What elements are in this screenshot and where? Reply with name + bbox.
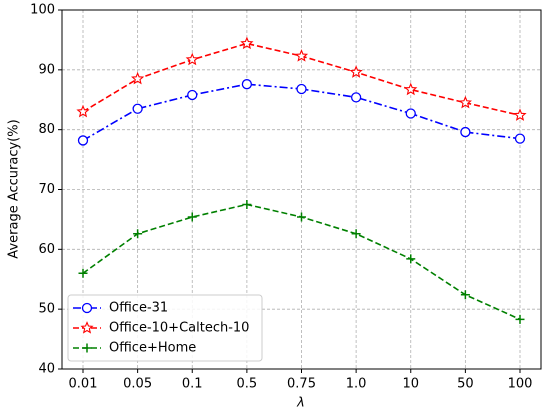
x-tick-label: 0.75	[287, 377, 316, 392]
legend-label: Office-10+Caltech-10	[109, 321, 249, 336]
marker	[351, 229, 361, 239]
x-tick-label: 0.05	[123, 377, 152, 392]
y-tick-label: 80	[38, 122, 55, 137]
x-tick-label: 100	[508, 377, 533, 392]
marker	[349, 65, 363, 78]
marker	[185, 52, 199, 66]
marker	[514, 133, 526, 144]
marker	[241, 79, 253, 90]
marker	[297, 212, 306, 222]
marker	[294, 49, 309, 62]
x-tick-label: 0.1	[182, 377, 203, 392]
marker	[82, 343, 92, 353]
y-axis-label: Average Accuracy(%)	[7, 119, 22, 258]
marker	[187, 89, 198, 101]
marker	[131, 71, 145, 85]
marker	[458, 95, 472, 109]
marker	[80, 321, 94, 334]
legend-label: Office+Home	[109, 341, 196, 356]
marker	[296, 83, 307, 95]
marker	[132, 103, 143, 114]
x-tick-label: 10	[402, 377, 419, 392]
y-tick-label: 70	[38, 182, 55, 197]
plot-frame	[61, 9, 542, 370]
marker	[404, 82, 418, 96]
legend-label: Office-31	[109, 301, 168, 316]
marker	[406, 254, 416, 264]
marker	[81, 302, 93, 314]
y-tick-label: 90	[38, 62, 55, 77]
x-tick-label: 0.5	[237, 377, 258, 392]
legend-box	[67, 294, 263, 362]
marker	[460, 126, 471, 138]
y-tick-label: 100	[30, 3, 55, 18]
x-axis-label: λ	[296, 396, 305, 411]
y-tick-label: 60	[38, 242, 55, 257]
marker	[405, 108, 416, 119]
marker	[513, 108, 527, 121]
marker	[242, 199, 252, 209]
marker	[77, 135, 89, 146]
x-tick-label: 50	[457, 377, 474, 392]
marker	[78, 268, 88, 278]
marker	[240, 36, 254, 50]
marker	[133, 229, 143, 239]
y-tick-label: 50	[38, 302, 55, 317]
x-tick-label: 1.0	[346, 377, 367, 392]
marker	[350, 92, 362, 103]
marker	[187, 212, 197, 222]
marker	[76, 104, 90, 118]
marker	[515, 314, 525, 324]
marker	[460, 290, 470, 300]
x-tick-label: 0.01	[69, 377, 98, 392]
y-tick-label: 40	[38, 362, 55, 377]
